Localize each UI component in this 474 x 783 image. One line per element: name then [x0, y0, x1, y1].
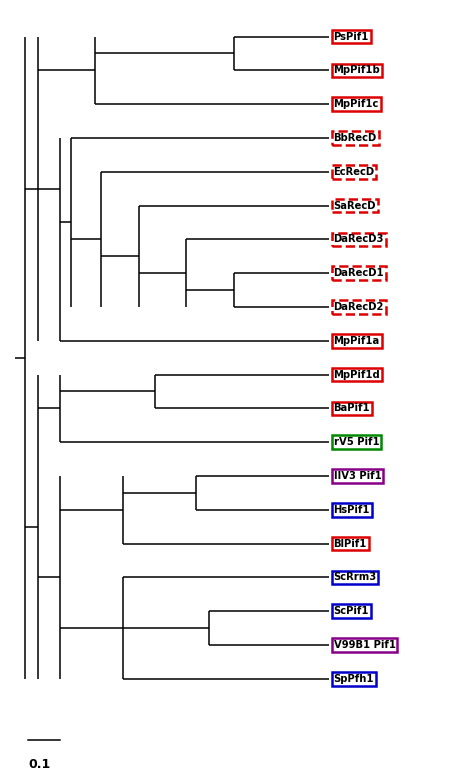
Text: BbRecD: BbRecD	[334, 133, 377, 143]
Text: IIV3 Pif1: IIV3 Pif1	[334, 471, 381, 481]
Text: DaRecD3: DaRecD3	[334, 234, 384, 244]
Text: V99B1 Pif1: V99B1 Pif1	[334, 640, 395, 650]
Text: BlPif1: BlPif1	[334, 539, 367, 549]
Text: MpPif1a: MpPif1a	[334, 336, 380, 346]
Text: MpPif1b: MpPif1b	[334, 66, 380, 75]
Text: MpPif1d: MpPif1d	[334, 370, 380, 380]
Text: ScRrm3: ScRrm3	[334, 572, 377, 583]
Text: rV5 Pif1: rV5 Pif1	[334, 437, 379, 447]
Text: SpPfh1: SpPfh1	[334, 674, 374, 684]
Text: 0.1: 0.1	[28, 758, 50, 771]
Text: BaPif1: BaPif1	[334, 403, 370, 413]
Text: EcRecD: EcRecD	[334, 167, 374, 177]
Text: SaRecD: SaRecD	[334, 200, 376, 211]
Text: ScPif1: ScPif1	[334, 606, 369, 616]
Text: MpPif1c: MpPif1c	[334, 99, 379, 109]
Text: DaRecD1: DaRecD1	[334, 269, 384, 278]
Text: PsPif1: PsPif1	[334, 31, 369, 41]
Text: DaRecD2: DaRecD2	[334, 302, 384, 312]
Text: HsPif1: HsPif1	[334, 505, 370, 514]
